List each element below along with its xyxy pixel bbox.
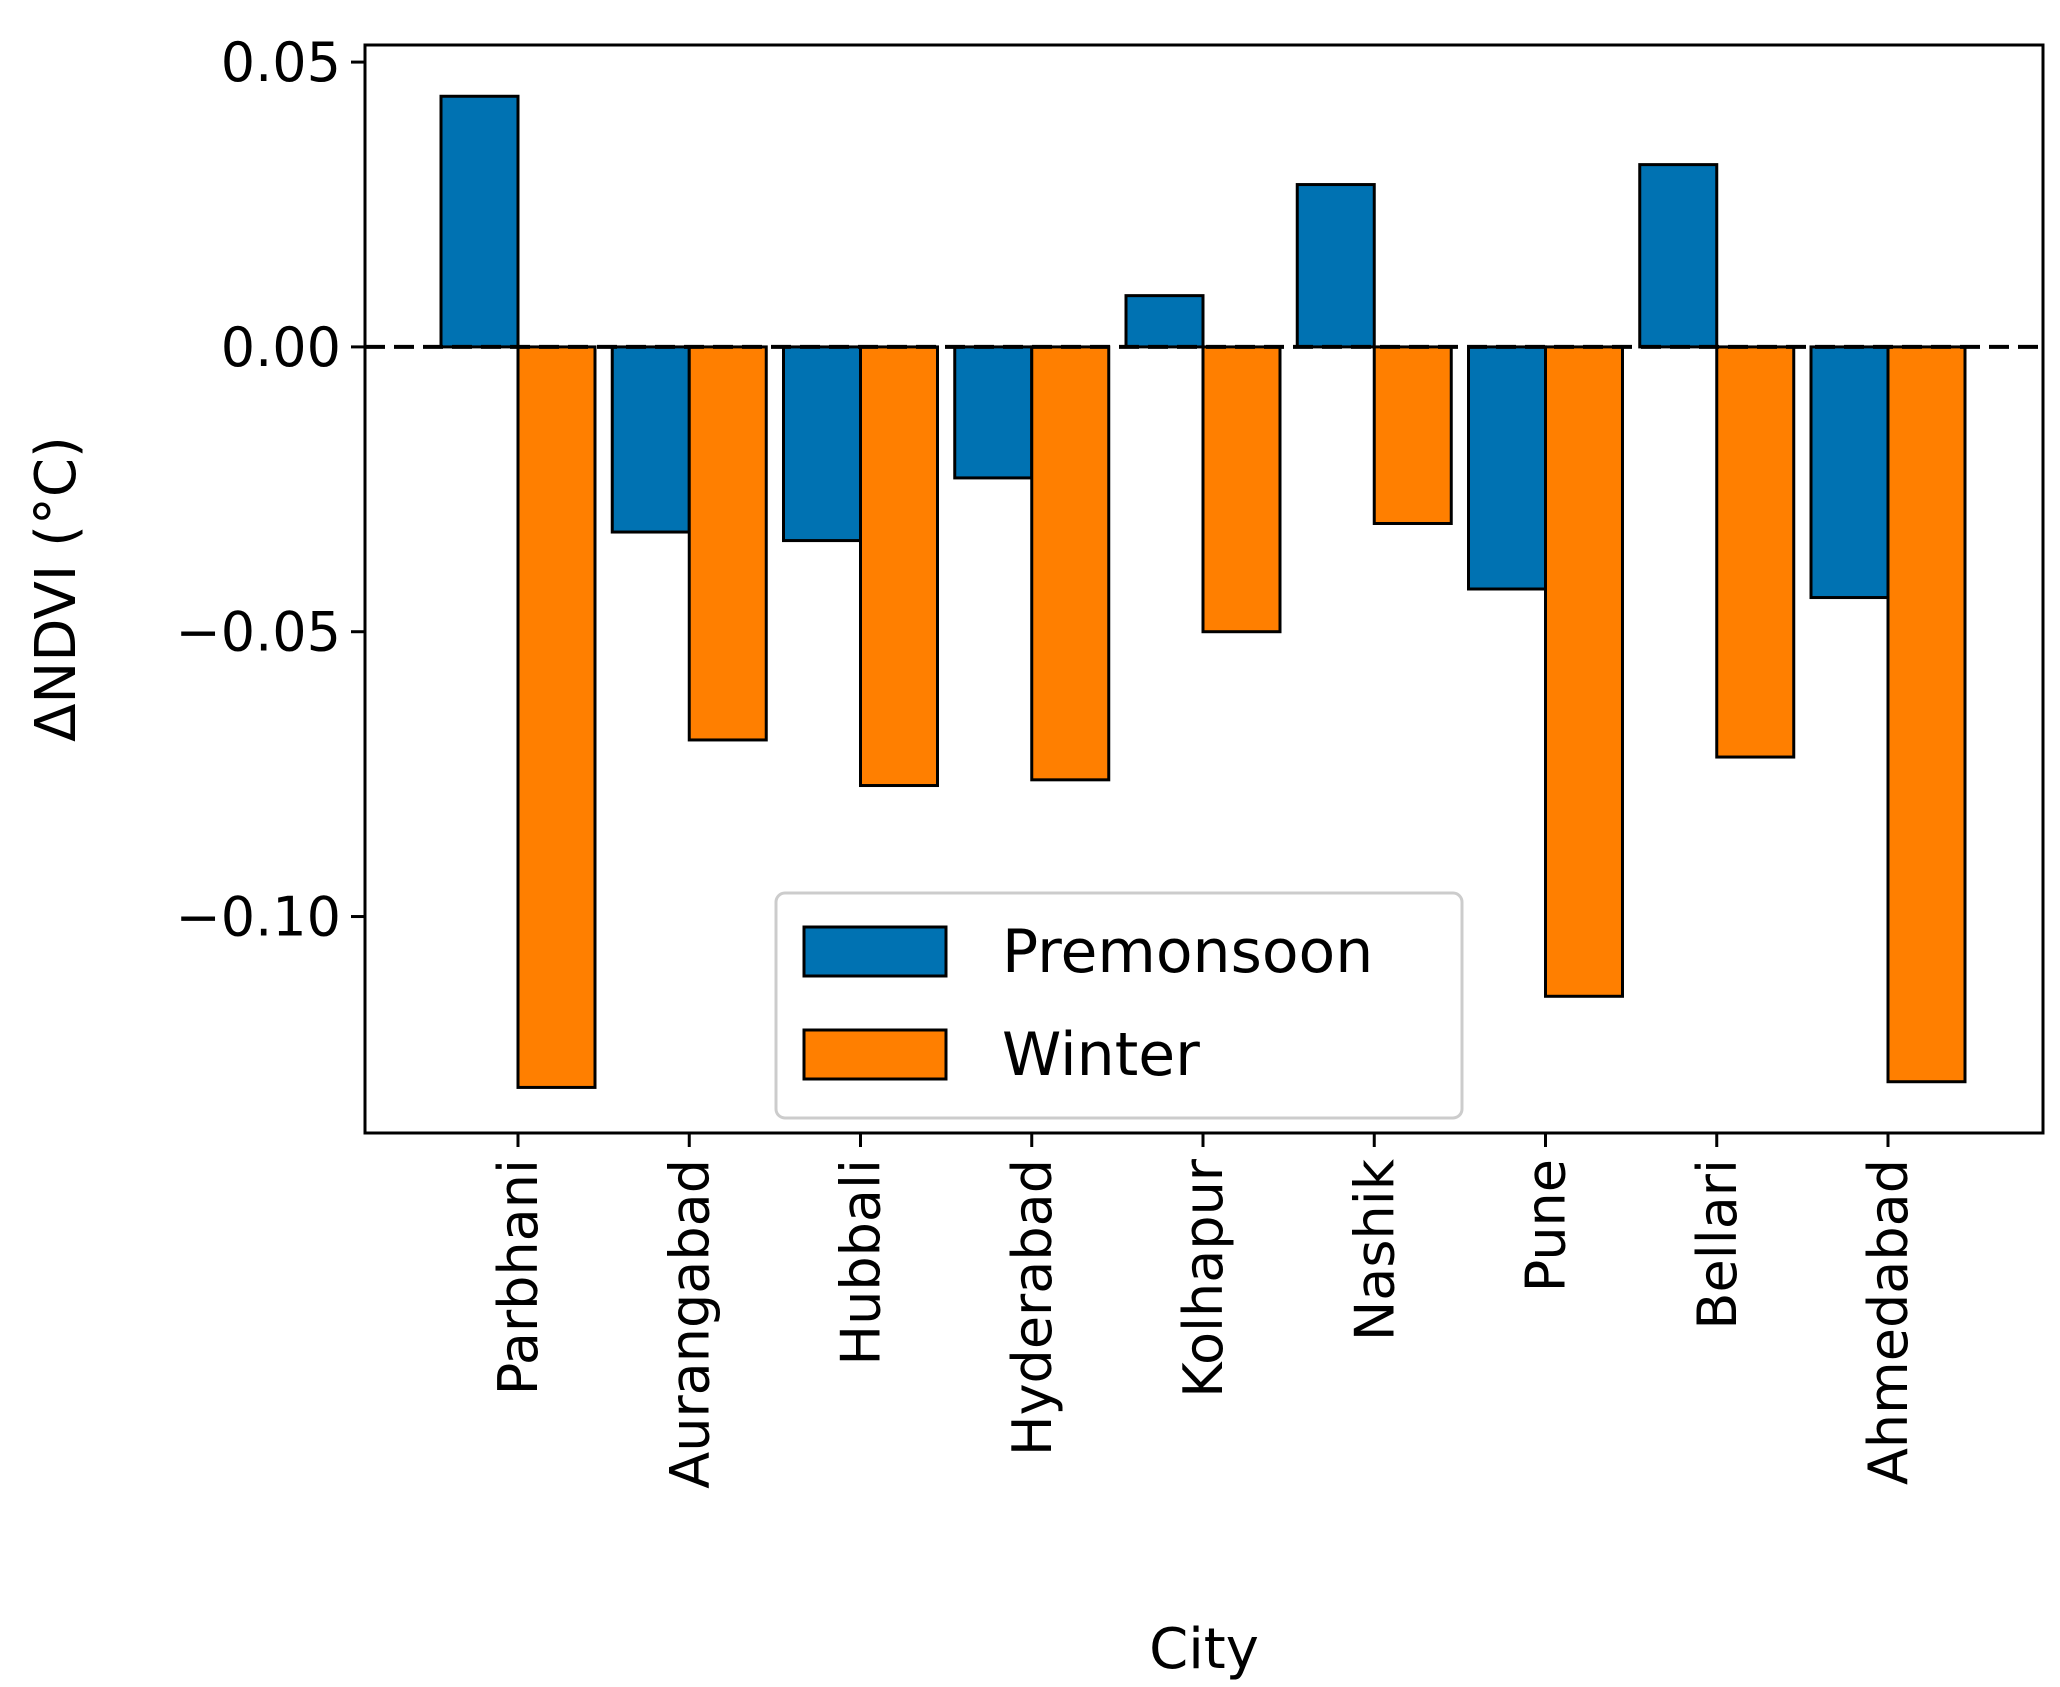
x-tick-label-kolhapur: Kolhapur (1172, 1158, 1235, 1398)
bar-premonsoon-pune (1467, 345, 1547, 591)
bar-winter-parbhani (516, 345, 597, 1089)
x-tick-label-bellari: Bellari (1686, 1159, 1749, 1330)
bar-premonsoon-ahmedabad (1809, 345, 1890, 600)
bar-winter-kolhapur (1201, 345, 1282, 634)
y-tick-label: 0.00 (221, 316, 341, 379)
y-tick-label: 0.05 (221, 31, 341, 94)
bar-premonsoon-parbhani (439, 94, 520, 349)
bar-winter-aurangabad (687, 345, 768, 742)
x-axis-label: City (1149, 1617, 1259, 1682)
bar-premonsoon-kolhapur (1124, 294, 1205, 349)
legend-swatch-winter (802, 1028, 948, 1081)
y-tick-label: −0.05 (176, 601, 341, 664)
x-tick-label-hubbali: Hubbali (830, 1159, 893, 1365)
bar-winter-pune (1544, 345, 1624, 998)
legend: Premonsoon Winter (774, 891, 1464, 1120)
bars-layer (439, 94, 1967, 1089)
y-axis-label: ΔNDVI (°C) (24, 436, 89, 742)
bar-premonsoon-aurangabad (610, 345, 691, 534)
x-tick-label-aurangabad: Aurangabad (658, 1159, 721, 1489)
plot-frame (363, 43, 2045, 1135)
legend-swatch-premonsoon (802, 925, 948, 978)
y-tick-label: −0.10 (176, 886, 341, 949)
x-tick-label-hyderabad: Hyderabad (1001, 1159, 1064, 1456)
bar-premonsoon-hyderabad (953, 345, 1034, 480)
x-tick-label-parbhani: Parbhani (487, 1159, 550, 1395)
x-axis: Parbhani Aurangabad Hubbali Hyderabad Kolhap… (487, 1133, 1920, 1489)
bar-premonsoon-nashik (1295, 183, 1376, 349)
bar-winter-ahmedabad (1886, 345, 1967, 1084)
legend-label-premonsoon: Premonsoon (1002, 917, 1373, 987)
bar-winter-hubbali (859, 345, 939, 788)
bar-winter-hyderabad (1030, 345, 1111, 782)
x-tick-label-nashik: Nashik (1343, 1158, 1406, 1341)
legend-label-winter: Winter (1002, 1020, 1200, 1090)
bar-winter-nashik (1372, 345, 1453, 525)
y-axis: 0.05 0.00 −0.05 −0.10 (176, 31, 365, 949)
bar-premonsoon-hubbali (782, 345, 862, 543)
bar-premonsoon-bellari (1638, 163, 1719, 349)
bar-winter-bellari (1715, 345, 1796, 759)
x-tick-label-pune: Pune (1515, 1159, 1578, 1292)
x-tick-label-ahmedabad: Ahmedabad (1857, 1159, 1920, 1485)
